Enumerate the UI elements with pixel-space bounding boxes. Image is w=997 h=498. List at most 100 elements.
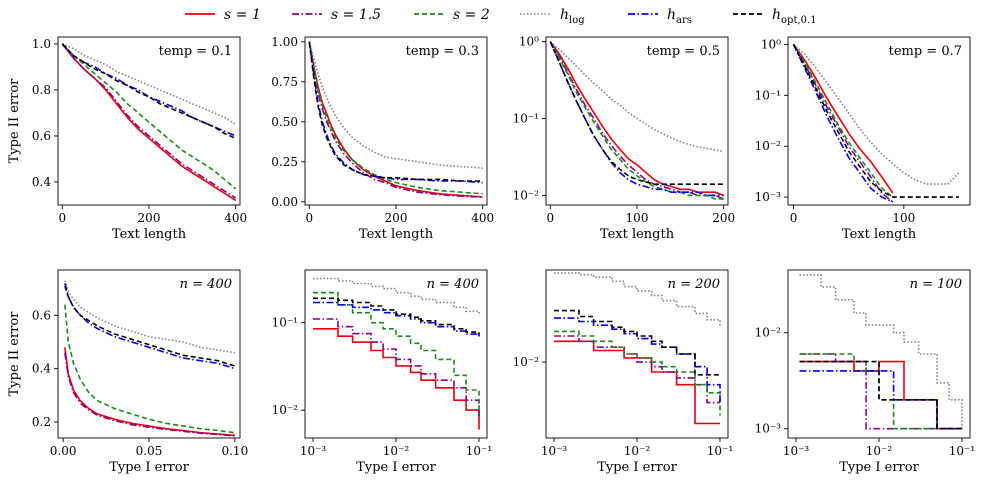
x-tick-label: 0 bbox=[790, 211, 798, 225]
panel-annotation: temp = 0.5 bbox=[647, 44, 720, 59]
y-tick-label: 10⁻¹ bbox=[272, 316, 298, 330]
series-h-opt-0-1 bbox=[799, 360, 962, 430]
legend-label-hars: hars bbox=[667, 7, 692, 26]
panel-6: 10⁻³ 10⁻² 10⁻¹ 10⁻² 10⁻¹ n = 400 Type I error bbox=[272, 269, 492, 475]
x-tick-label: 0 bbox=[547, 211, 555, 225]
x-tick-label: 10⁻¹ bbox=[949, 444, 975, 458]
y-tick-label: 10⁻² bbox=[755, 139, 782, 153]
series-s-1 bbox=[64, 347, 235, 437]
y-axis-label: Type II error bbox=[7, 78, 22, 164]
series-s-1 bbox=[549, 41, 724, 197]
y-tick-label: 10⁰ bbox=[519, 35, 539, 49]
series-group bbox=[792, 43, 960, 203]
panel-annotation: n = 200 bbox=[668, 277, 720, 292]
panel-7: 10⁻³ 10⁻² 10⁻¹ 10⁻² n = 200 Type I error bbox=[513, 269, 733, 475]
series-group bbox=[61, 43, 237, 202]
y-tick-label: 1.00 bbox=[271, 35, 298, 49]
x-tick-label: 0.00 bbox=[50, 444, 77, 458]
series-h-ars bbox=[61, 43, 237, 137]
y-tick-label: 1.0 bbox=[32, 37, 51, 51]
series-h-opt-0-1 bbox=[549, 41, 724, 185]
y-tick-label: 10⁻³ bbox=[755, 190, 782, 204]
series-s-1 bbox=[792, 43, 894, 194]
x-tick-label: 10⁻¹ bbox=[466, 444, 492, 458]
legend: s = 1 s = 1.5 s = 2 hlog hars hopt,0.1 bbox=[185, 7, 817, 26]
panel-annotation: temp = 0.1 bbox=[159, 44, 232, 59]
y-tick-label: 10⁰ bbox=[761, 37, 781, 51]
series-h-log bbox=[64, 280, 235, 354]
panel-2: 0 200 400 0.00 0.25 0.50 0.75 1.00 temp = 0.3 Tex… bbox=[271, 35, 494, 242]
y-tick-label: 10⁻² bbox=[513, 355, 540, 369]
series-s-2 bbox=[549, 41, 724, 200]
panel-4: 0 100 10⁻³ 10⁻² 10⁻¹ 10⁰ temp = 0.7 Text length bbox=[755, 36, 971, 242]
legend-label-hopt: hopt,0.1 bbox=[772, 7, 817, 26]
series-s-2 bbox=[792, 43, 894, 198]
y-tick-label: 10⁻³ bbox=[755, 422, 782, 436]
panel-1: 0 200 400 0.4 0.6 0.8 1.0 temp = 0.1 Text length… bbox=[7, 36, 247, 242]
legend-label-s1: s = 1 bbox=[224, 7, 261, 23]
series-h-opt-0-1 bbox=[792, 44, 959, 198]
axes-frame bbox=[545, 36, 729, 206]
series-h-log bbox=[61, 43, 237, 126]
x-tick-label: 400 bbox=[224, 211, 247, 225]
y-tick-label: 0.25 bbox=[271, 155, 298, 169]
axes-frame bbox=[304, 36, 488, 206]
series-h-log bbox=[792, 43, 960, 185]
series-s-2 bbox=[799, 353, 962, 430]
y-tick-label: 0.75 bbox=[271, 75, 298, 89]
legend-label-s15: s = 1.5 bbox=[331, 7, 381, 23]
x-tick-label: 100 bbox=[892, 211, 915, 225]
y-tick-label: 10⁻¹ bbox=[755, 88, 781, 102]
series-s-2 bbox=[64, 304, 235, 434]
series-s-2 bbox=[308, 41, 483, 195]
x-tick-label: 0 bbox=[306, 211, 314, 225]
series-h-ars bbox=[799, 370, 962, 430]
axes-frame bbox=[57, 269, 241, 439]
series-s-2 bbox=[313, 291, 480, 411]
legend-label-s2: s = 2 bbox=[453, 7, 490, 23]
y-tick-label: 10⁻² bbox=[513, 188, 540, 202]
series-h-ars bbox=[308, 41, 483, 184]
y-tick-label: 0.4 bbox=[32, 175, 51, 189]
series-group bbox=[799, 274, 963, 430]
series-h-opt-0-1 bbox=[64, 285, 236, 367]
x-axis-label: Text length bbox=[600, 227, 675, 242]
series-s-2 bbox=[61, 43, 237, 190]
x-tick-label: 10⁻¹ bbox=[707, 444, 733, 458]
y-tick-label: 0.8 bbox=[32, 83, 51, 97]
x-axis-label: Text length bbox=[112, 227, 187, 242]
series-h-ars bbox=[792, 44, 894, 203]
series-h-log bbox=[549, 41, 724, 153]
x-tick-label: 10⁻³ bbox=[300, 444, 327, 458]
panel-8: 10⁻³ 10⁻² 10⁻¹ 10⁻³ 10⁻² n = 100 Type I error bbox=[755, 269, 975, 475]
series-s-2 bbox=[554, 330, 721, 416]
x-tick-label: 0 bbox=[59, 211, 67, 225]
legend-label-hlog: hlog bbox=[560, 7, 585, 26]
series-group bbox=[64, 280, 236, 437]
y-tick-label: 0.6 bbox=[32, 308, 51, 322]
x-axis-label: Text length bbox=[842, 227, 917, 242]
x-tick-label: 0.10 bbox=[221, 444, 248, 458]
y-tick-label: 0.4 bbox=[32, 362, 51, 376]
panels: 0 200 400 0.4 0.6 0.8 1.0 temp = 0.1 Text length… bbox=[7, 35, 975, 475]
x-tick-label: 10⁻³ bbox=[541, 444, 568, 458]
series-h-ars bbox=[64, 283, 236, 370]
x-tick-label: 10⁻³ bbox=[783, 444, 810, 458]
panel-annotation: temp = 0.3 bbox=[406, 44, 479, 59]
x-tick-label: 10⁻² bbox=[866, 444, 893, 458]
series-s-1-5 bbox=[61, 43, 237, 199]
y-tick-label: 0.6 bbox=[32, 129, 51, 143]
panel-annotation: n = 400 bbox=[427, 277, 479, 292]
x-tick-label: 10⁻² bbox=[383, 444, 410, 458]
series-s-1-5 bbox=[308, 41, 483, 198]
x-tick-label: 0.05 bbox=[136, 444, 163, 458]
x-axis-label: Text length bbox=[359, 227, 434, 242]
x-tick-label: 200 bbox=[712, 211, 735, 225]
series-group bbox=[549, 41, 724, 200]
series-group bbox=[554, 272, 721, 425]
series-h-log bbox=[799, 274, 963, 429]
x-axis-label: Type I error bbox=[109, 460, 189, 475]
series-h-opt-0-1 bbox=[308, 41, 483, 182]
series-h-opt-0-1 bbox=[554, 309, 720, 376]
